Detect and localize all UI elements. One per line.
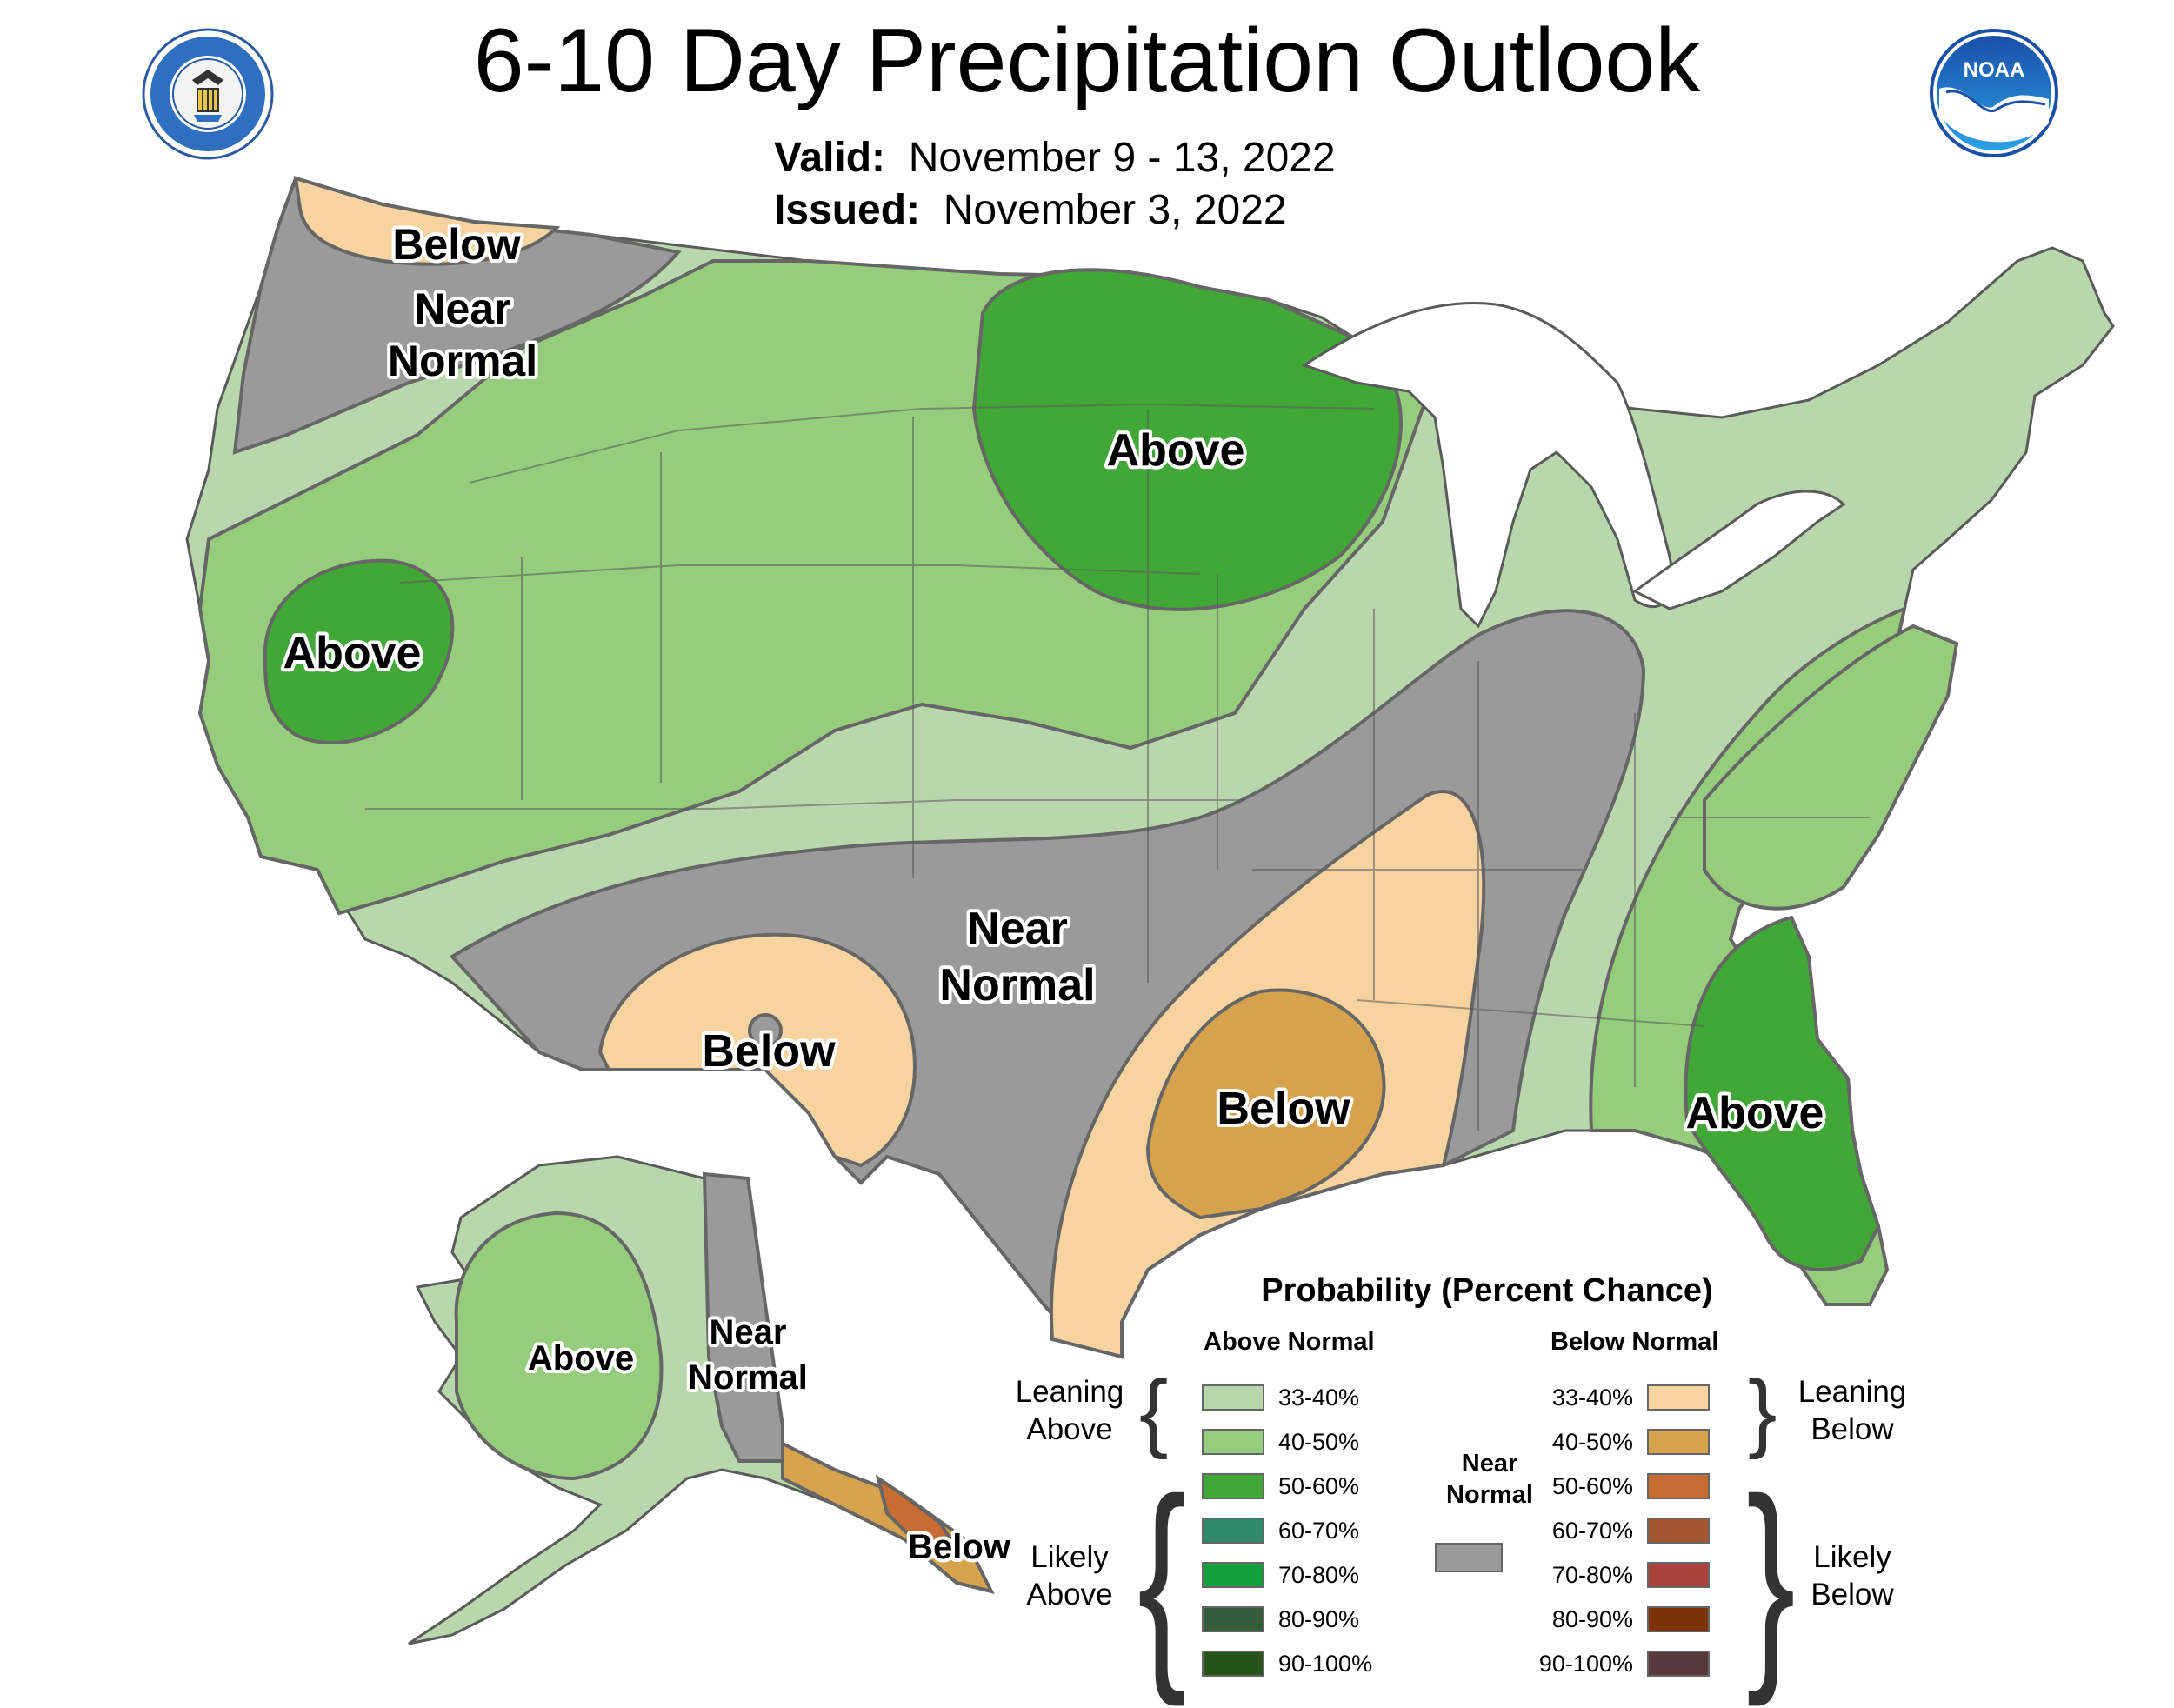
region-label-southeast-above: Above bbox=[1686, 1088, 1824, 1138]
region-nm-small-near-normal bbox=[748, 1013, 783, 1048]
region-southeast-above bbox=[1684, 915, 1881, 1271]
legend-near-normal-swatch bbox=[1435, 1543, 1503, 1572]
region-label-california-above: Above bbox=[283, 628, 422, 678]
brace-leaning-below-icon: } bbox=[1748, 1363, 1777, 1460]
legend-above-swatch bbox=[1202, 1651, 1264, 1677]
legend: Probability (Percent Chance) Above Norma… bbox=[1000, 1265, 1991, 1695]
region-alaska-above bbox=[454, 1211, 664, 1481]
region-label-new-mexico-texas-below: Below bbox=[702, 1026, 836, 1077]
region-label-lower-mississippi-below: Below bbox=[1217, 1084, 1350, 1134]
legend-below-swatch bbox=[1647, 1384, 1710, 1411]
region-label-alaska-above: Above bbox=[528, 1339, 634, 1378]
legend-below-pct: 60-70% bbox=[1551, 1517, 1633, 1544]
legend-below-row: 80-90% bbox=[1537, 1604, 1710, 1635]
legend-below-pct: 80-90% bbox=[1551, 1605, 1633, 1632]
state-boundaries bbox=[365, 404, 1870, 1131]
legend-above-row: 40-50% bbox=[1202, 1426, 1359, 1458]
legend-above-row: 70-80% bbox=[1202, 1559, 1359, 1591]
legend-leaning-below: Leaning Below bbox=[1797, 1375, 1907, 1446]
region-label-southern-plains-near-normal: Near Normal bbox=[939, 904, 1095, 1011]
legend-above-pct: 60-70% bbox=[1278, 1517, 1360, 1544]
commerce-seal-icon bbox=[142, 28, 274, 160]
legend-below-pct: 90-100% bbox=[1538, 1650, 1633, 1677]
region-upper-midwest-above bbox=[971, 268, 1403, 611]
legend-below-row: 40-50% bbox=[1537, 1426, 1710, 1458]
issued-value: November 3, 2022 bbox=[943, 187, 1287, 233]
legend-below-swatch bbox=[1647, 1651, 1710, 1677]
region-california-above bbox=[263, 558, 455, 744]
legend-above-row: 50-60% bbox=[1202, 1471, 1359, 1502]
noaa-logo-icon: NOAA bbox=[1930, 29, 2058, 157]
brace-likely-below-icon: } bbox=[1746, 1451, 1796, 1708]
legend-above-swatch bbox=[1202, 1473, 1264, 1499]
legend-below-pct: 33-40% bbox=[1551, 1384, 1633, 1411]
legend-above-pct: 70-80% bbox=[1278, 1561, 1360, 1588]
legend-below-swatch bbox=[1647, 1429, 1710, 1455]
legend-above-swatch bbox=[1202, 1429, 1264, 1455]
brace-leaning-above-icon: { bbox=[1139, 1363, 1169, 1460]
region-labels: Below Near Normal Above Above Near Normal Below… bbox=[280, 217, 1828, 1570]
region-mid-atlantic-leaning-above bbox=[1703, 624, 1959, 911]
region-lower-mississippi-below-dark bbox=[1145, 988, 1386, 1220]
legend-above-swatch bbox=[1202, 1518, 1264, 1544]
legend-below-pct: 50-60% bbox=[1551, 1472, 1633, 1499]
legend-above-swatch bbox=[1202, 1384, 1264, 1411]
legend-above-swatch bbox=[1202, 1606, 1264, 1632]
legend-below-swatch bbox=[1647, 1562, 1710, 1588]
region-alaska-panhandle-below bbox=[781, 1440, 995, 1594]
valid-period: Valid: November 9 - 13, 2022 bbox=[774, 137, 1336, 179]
legend-above-pct: 80-90% bbox=[1278, 1605, 1360, 1632]
legend-below-swatch bbox=[1647, 1518, 1710, 1544]
legend-below-pct: 70-80% bbox=[1551, 1561, 1633, 1588]
region-label-northwest-near-normal: Near Normal bbox=[388, 284, 537, 385]
valid-value: November 9 - 13, 2022 bbox=[908, 135, 1336, 181]
legend-near-normal-label: Near Normal bbox=[1446, 1450, 1533, 1510]
legend-below-pct: 40-50% bbox=[1551, 1428, 1633, 1455]
lake-erie-ontario bbox=[1632, 490, 1846, 610]
legend-above-pct: 40-50% bbox=[1278, 1428, 1360, 1455]
legend-above-header: Above Normal bbox=[1204, 1328, 1375, 1356]
region-label-upper-midwest-above: Above bbox=[1107, 425, 1245, 476]
region-nm-texas-below bbox=[597, 932, 917, 1168]
legend-above-pct: 90-100% bbox=[1278, 1650, 1373, 1677]
region-label-alaska-panhandle-below: Below bbox=[908, 1528, 1011, 1566]
valid-label: Valid: bbox=[774, 135, 886, 181]
legend-likely-above: Likely Above bbox=[1026, 1540, 1113, 1611]
legend-below-row: 70-80% bbox=[1537, 1559, 1710, 1591]
legend-above-pct: 50-60% bbox=[1278, 1472, 1360, 1499]
legend-below-header: Below Normal bbox=[1550, 1328, 1719, 1356]
region-label-alaska-east-near-normal: Near Normal bbox=[688, 1313, 808, 1397]
issued-date: Issued: November 3, 2022 bbox=[774, 190, 1287, 231]
legend-below-row: 33-40% bbox=[1537, 1382, 1710, 1413]
region-label-pacific-northwest-below: Below bbox=[392, 220, 520, 269]
legend-title: Probability (Percent Chance) bbox=[1261, 1272, 1713, 1309]
legend-leaning-above: Leaning Above bbox=[1015, 1375, 1124, 1446]
legend-below-row: 90-100% bbox=[1537, 1648, 1710, 1679]
brace-likely-above-icon: { bbox=[1137, 1451, 1187, 1708]
legend-above-row: 90-100% bbox=[1202, 1648, 1372, 1679]
legend-likely-below: Likely Below bbox=[1811, 1540, 1894, 1611]
legend-above-row: 60-70% bbox=[1202, 1515, 1359, 1546]
legend-above-pct: 33-40% bbox=[1278, 1384, 1360, 1411]
page-title: 6-10 Day Precipitation Outlook bbox=[473, 10, 1701, 111]
legend-below-swatch bbox=[1647, 1473, 1710, 1499]
svg-text:NOAA: NOAA bbox=[1964, 58, 2025, 82]
legend-above-swatch bbox=[1202, 1562, 1264, 1588]
legend-below-row: 60-70% bbox=[1537, 1515, 1710, 1546]
region-pnw-below bbox=[293, 176, 561, 266]
legend-below-row: 50-60% bbox=[1537, 1471, 1710, 1502]
legend-above-row: 80-90% bbox=[1202, 1604, 1359, 1635]
great-lakes bbox=[1301, 301, 1674, 629]
region-alaska-panhandle-below-dark bbox=[875, 1474, 959, 1559]
issued-label: Issued: bbox=[774, 187, 921, 233]
legend-below-swatch bbox=[1647, 1606, 1710, 1632]
legend-above-row: 33-40% bbox=[1202, 1382, 1359, 1413]
